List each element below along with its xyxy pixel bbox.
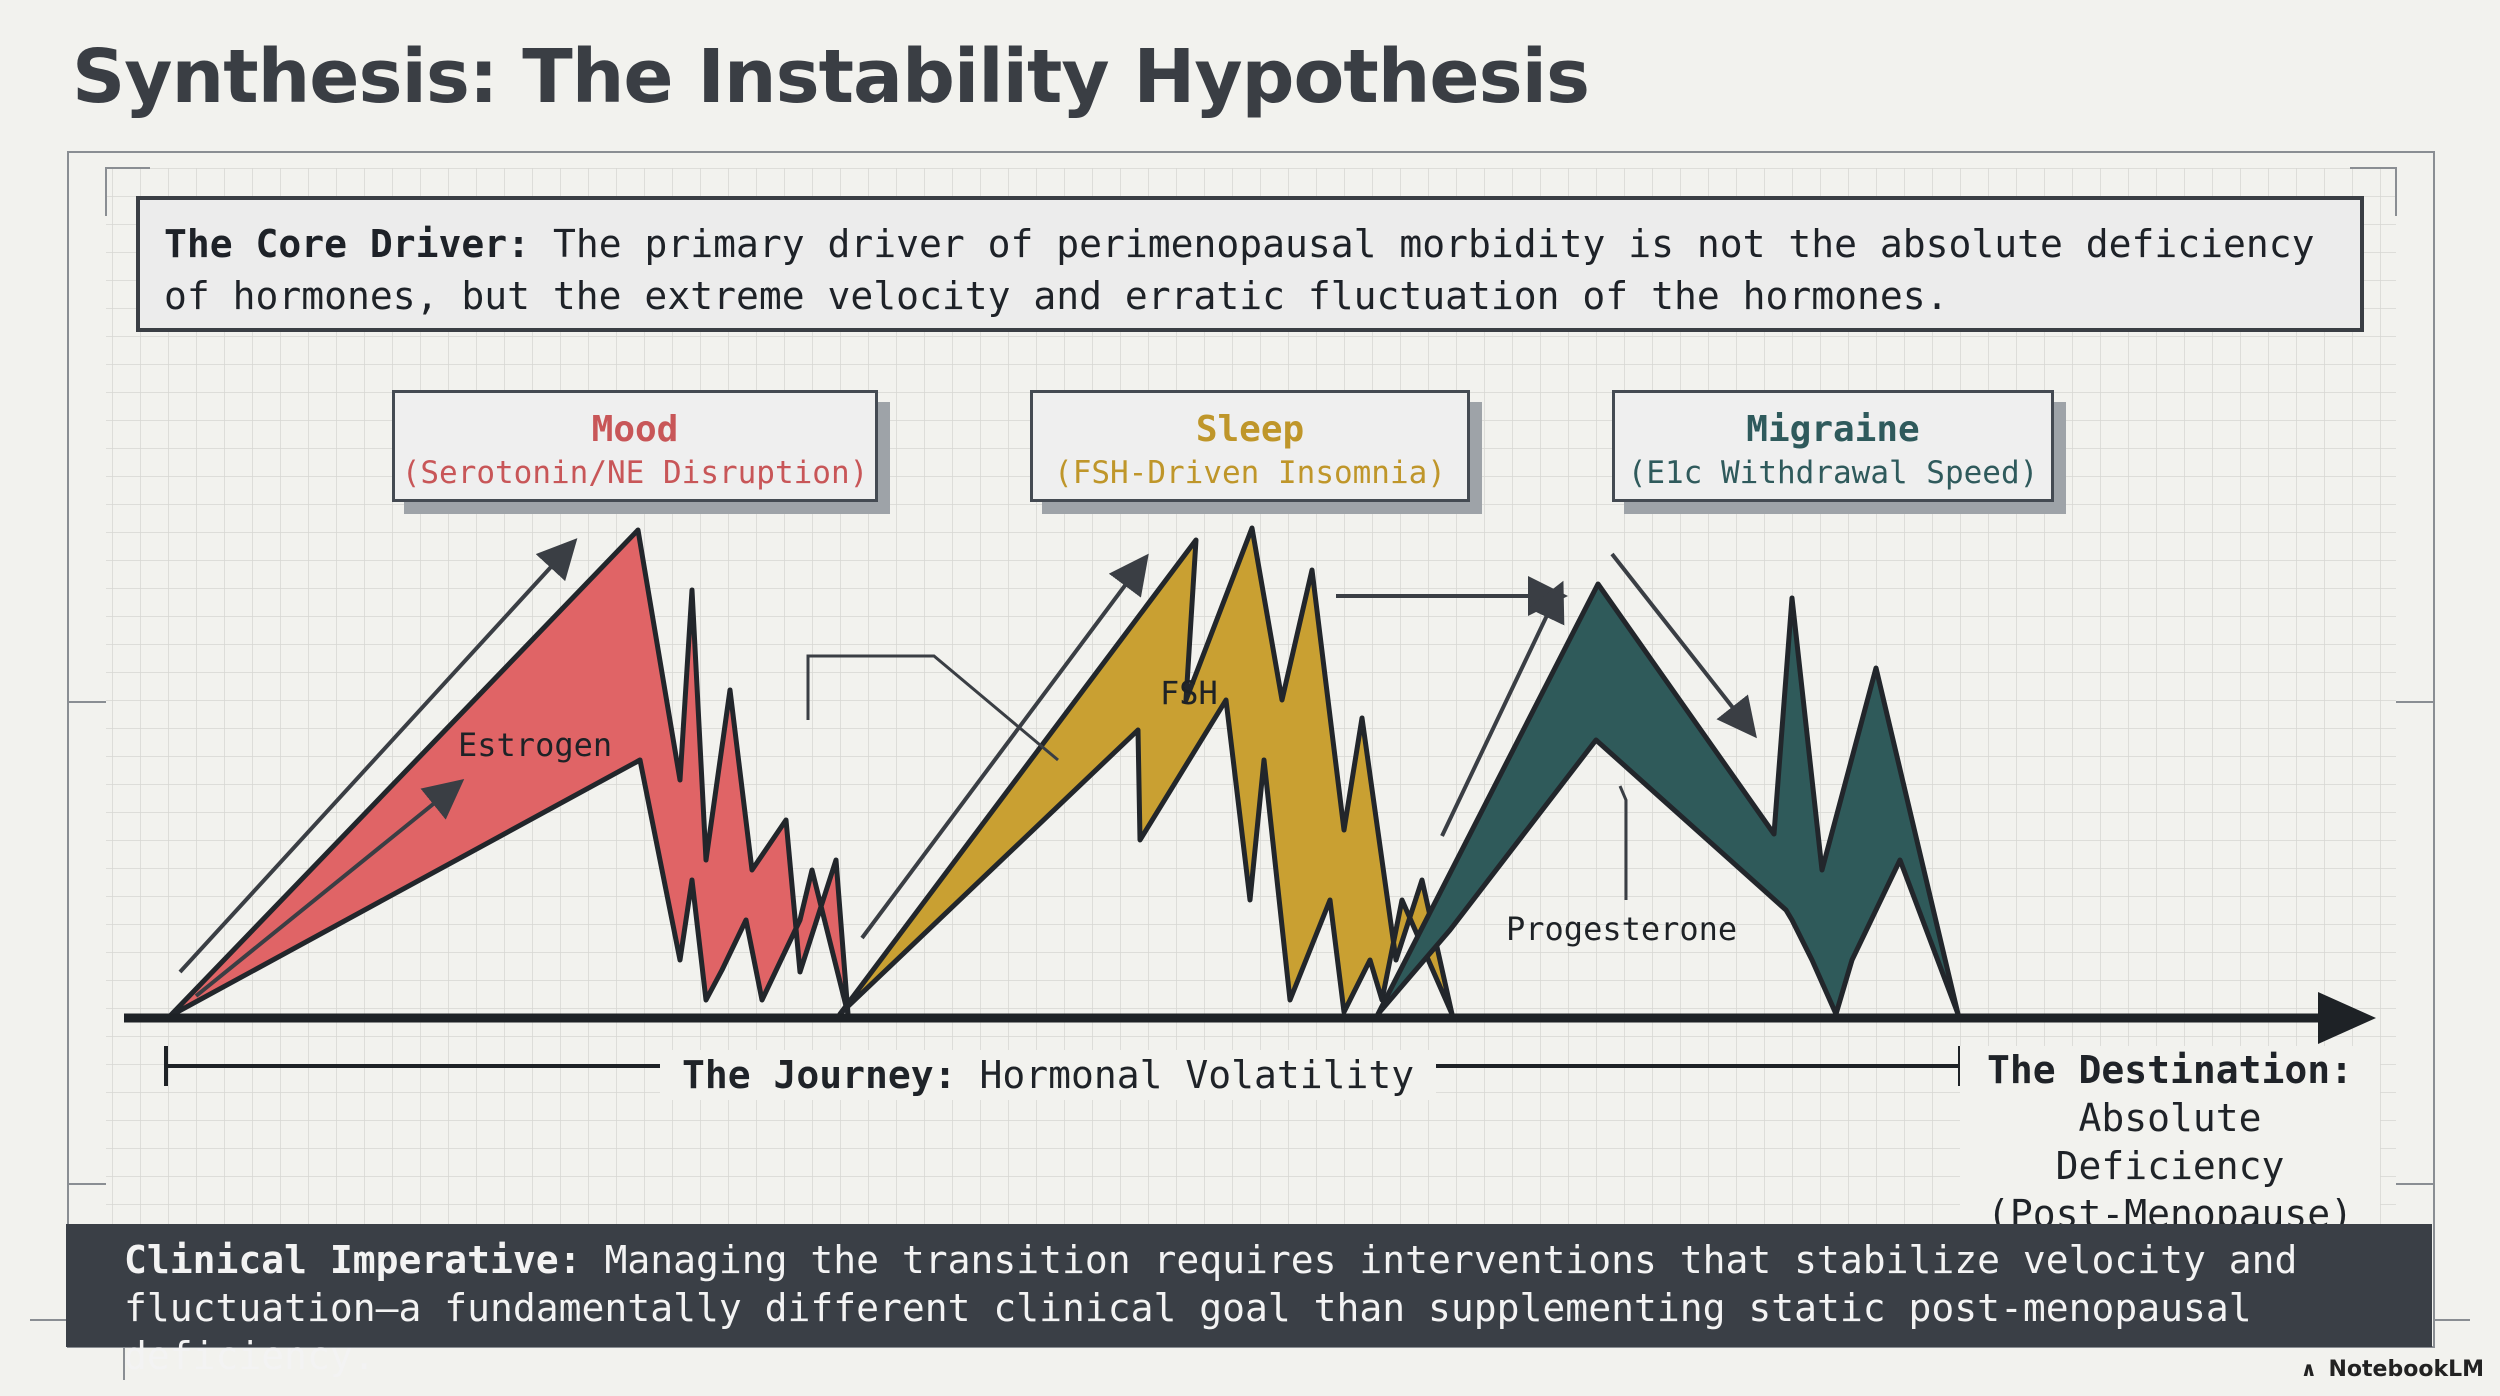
estrogen-label: Estrogen (458, 726, 612, 764)
mood-title: Mood (591, 409, 679, 450)
migraine-card: Migraine (E1c Withdrawal Speed) (1612, 390, 2054, 502)
fsh-label: FSH (1160, 674, 1218, 712)
brand-text: NotebookLM (2328, 1357, 2484, 1382)
connector-estrogen-fsh (806, 654, 1059, 762)
migraine-title: Migraine (1746, 409, 1920, 450)
progesterone-leader (1618, 785, 1628, 900)
leader-lines (806, 654, 1628, 900)
page-title: Synthesis: The Instability Hypothesis (72, 34, 1590, 120)
mood-card: Mood (Serotonin/NE Disruption) (392, 390, 878, 502)
core-driver-text: The primary driver of perimenopausal mor… (164, 222, 2315, 318)
destination-title: The Destination: (1986, 1048, 2354, 1092)
clinical-text: Managing the transition requires interve… (124, 1238, 2298, 1378)
sleep-title: Sleep (1195, 409, 1305, 450)
estrogen-rise-arrow (178, 538, 578, 974)
progesterone-wave (1375, 581, 1961, 1017)
fsh-wave (837, 525, 1455, 1017)
sleep-subtitle: (FSH-Driven Insomnia) (1054, 455, 1446, 491)
notebooklm-logo-icon: ∧ (2300, 1357, 2317, 1381)
destination-line1: Absolute Deficiency (2055, 1096, 2285, 1188)
velocity-arrows (178, 538, 1757, 998)
migraine-subtitle: (E1c Withdrawal Speed) (1627, 455, 2039, 491)
timeline-arrowhead (2318, 992, 2376, 1044)
mood-subtitle: (Serotonin/NE Disruption) (401, 455, 869, 491)
sleep-card: Sleep (FSH-Driven Insomnia) (1030, 390, 1470, 502)
notebooklm-brand: ∧ NotebookLM (2301, 1357, 2484, 1382)
journey-label-bold: The Journey: (682, 1053, 957, 1097)
frame-outer (67, 151, 2435, 1348)
journey-text: Hormonal Volatility (979, 1053, 1415, 1097)
clinical-imperative-bar: Clinical Imperative: Managing the transi… (66, 1224, 2432, 1378)
progesterone-label: Progesterone (1506, 910, 1737, 948)
destination-label: The Destination: Absolute Deficiency (Po… (1960, 1046, 2380, 1238)
clinical-label: Clinical Imperative: (124, 1238, 582, 1282)
estrogen-inner-arrow (194, 778, 465, 998)
core-driver-label: The Core Driver: (164, 222, 531, 266)
frame-corner-marks (30, 167, 2470, 1380)
journey-label: The Journey: Hormonal Volatility (660, 1050, 1437, 1100)
progesterone-rise-arrow (1440, 580, 1565, 837)
core-driver-box: The Core Driver: The primary driver of p… (136, 196, 2364, 332)
fsh-rise-arrow (860, 553, 1149, 940)
progesterone-fall-arrow (1610, 552, 1757, 739)
